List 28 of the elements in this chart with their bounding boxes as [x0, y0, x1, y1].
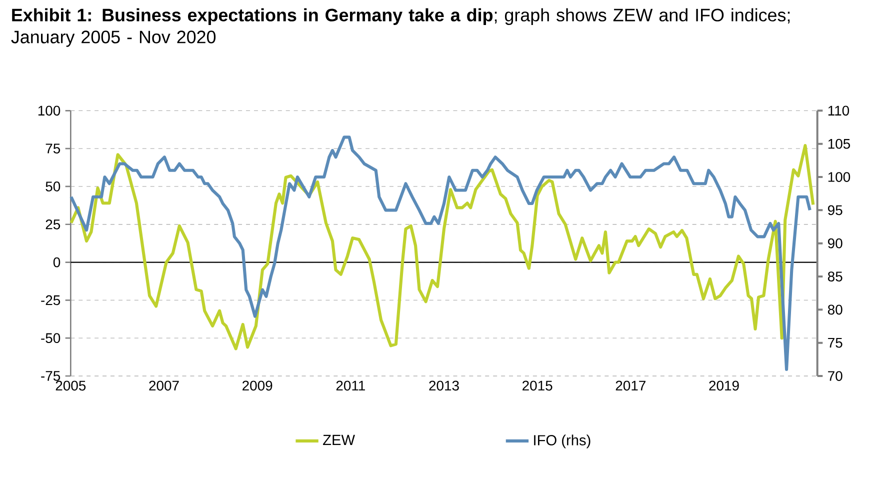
- x-tick-label: 2013: [429, 380, 459, 391]
- y2-tick-label: 80: [828, 304, 842, 315]
- y-tick-label: 75: [46, 144, 60, 154]
- y-tick-label: 25: [46, 219, 60, 230]
- y2-tick-label: 75: [828, 338, 842, 348]
- y2-tick-label: 90: [828, 238, 842, 248]
- chart-title: Exhibit 1: Business expectations in Germany take a dip; graph shows ZEW and IFO indices; January 2005 - Nov 2020: [11, 8, 790, 47]
- x-tick-label: 2011: [336, 380, 365, 391]
- y2-tick-label: 100: [828, 172, 850, 182]
- y2-tick-label: 110: [828, 106, 850, 116]
- x-tick-label: 2017: [616, 380, 646, 391]
- y-tick-label: -25: [41, 295, 60, 306]
- x-tick-label: 2005: [56, 380, 86, 391]
- y-tick-label: -50: [41, 333, 60, 344]
- x-tick-label: 2015: [522, 380, 552, 391]
- x-tick-label: 2007: [149, 380, 179, 391]
- y2-tick-label: 95: [828, 205, 842, 216]
- y-tick-label: -75: [41, 371, 60, 381]
- x-tick-label: 2019: [709, 380, 739, 391]
- y2-tick-label: 70: [828, 371, 842, 381]
- x-tick-label: 2009: [242, 380, 272, 391]
- legend-label: ZEW: [323, 434, 355, 445]
- y2-tick-label: 105: [828, 138, 850, 149]
- y-tick-label: 50: [46, 182, 60, 192]
- y2-tick-label: 85: [828, 272, 842, 282]
- y-tick-label: 0: [53, 257, 60, 268]
- y-tick-label: 100: [38, 106, 60, 116]
- legend-label: IFO (rhs): [534, 434, 590, 448]
